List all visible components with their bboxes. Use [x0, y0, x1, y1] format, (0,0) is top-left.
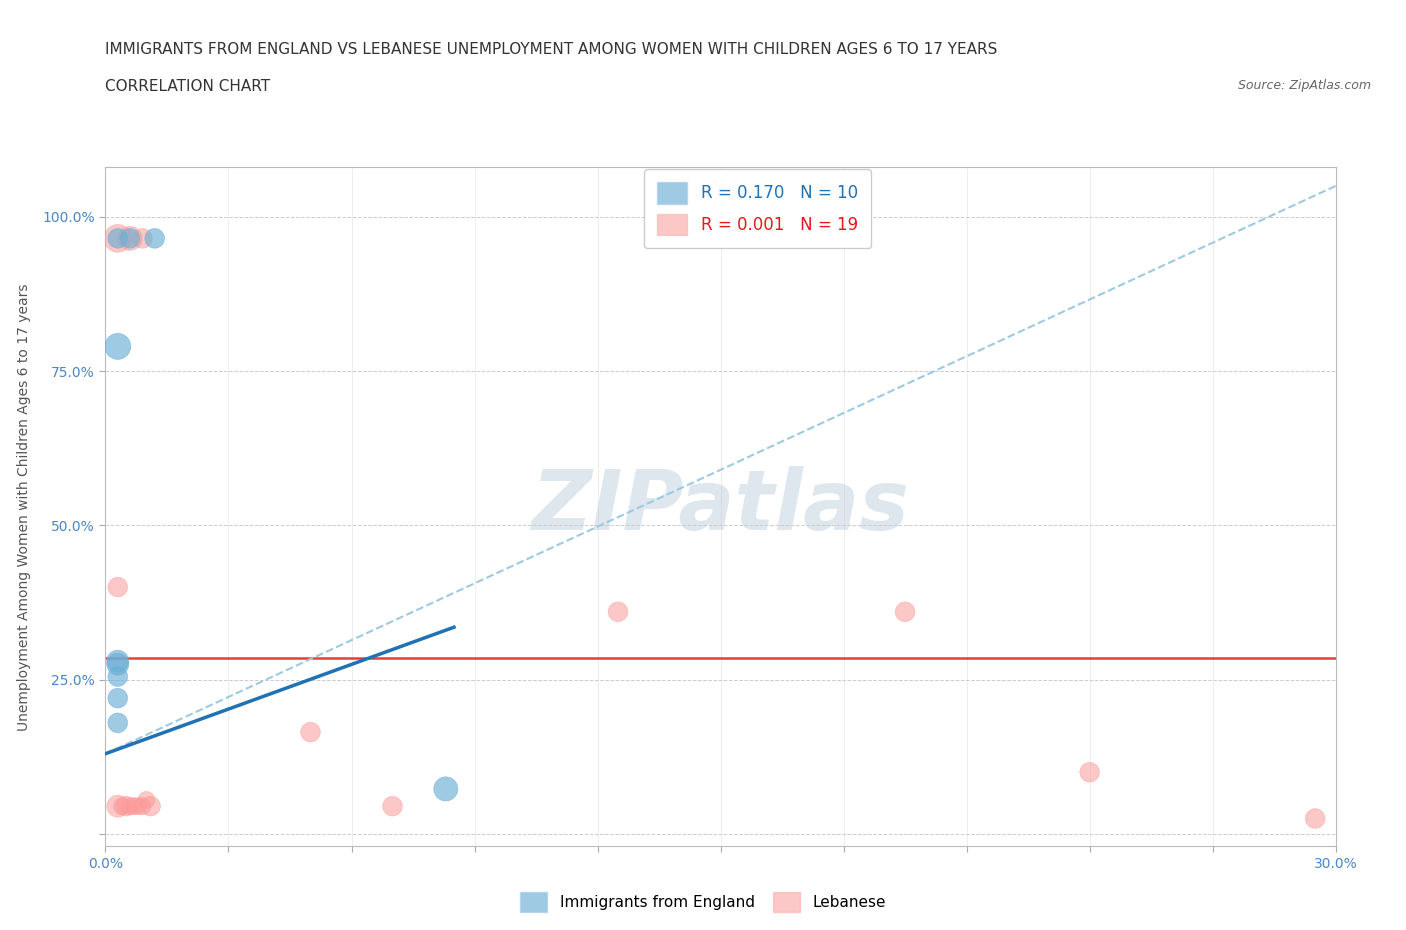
- Point: [894, 604, 917, 619]
- Legend: Immigrants from England, Lebanese: Immigrants from England, Lebanese: [513, 886, 893, 918]
- Point: [131, 231, 153, 246]
- Point: [127, 799, 149, 814]
- Point: [607, 604, 630, 619]
- Point: [131, 799, 153, 814]
- Point: [1078, 764, 1101, 779]
- Y-axis label: Unemployment Among Women with Children Ages 6 to 17 years: Unemployment Among Women with Children A…: [17, 283, 31, 731]
- Point: [120, 231, 141, 246]
- Point: [120, 231, 141, 246]
- Point: [139, 799, 162, 814]
- Text: Source: ZipAtlas.com: Source: ZipAtlas.com: [1237, 79, 1371, 92]
- Point: [107, 231, 129, 246]
- Point: [107, 654, 129, 669]
- Text: IMMIGRANTS FROM ENGLAND VS LEBANESE UNEMPLOYMENT AMONG WOMEN WITH CHILDREN AGES : IMMIGRANTS FROM ENGLAND VS LEBANESE UNEM…: [105, 42, 998, 57]
- Point: [120, 799, 141, 814]
- Text: ZIPatlas: ZIPatlas: [531, 466, 910, 548]
- Point: [107, 670, 129, 684]
- Point: [107, 715, 129, 730]
- Point: [299, 724, 322, 739]
- Text: CORRELATION CHART: CORRELATION CHART: [105, 79, 270, 94]
- Point: [143, 231, 166, 246]
- Point: [122, 799, 145, 814]
- Point: [107, 339, 129, 353]
- Point: [107, 799, 129, 814]
- Point: [111, 799, 134, 814]
- Point: [107, 657, 129, 671]
- Point: [107, 231, 129, 246]
- Point: [115, 799, 138, 814]
- Point: [107, 579, 129, 594]
- Point: [381, 799, 404, 814]
- Legend: R = 0.170   N = 10, R = 0.001   N = 19: R = 0.170 N = 10, R = 0.001 N = 19: [644, 169, 872, 248]
- Point: [107, 691, 129, 706]
- Point: [1303, 811, 1326, 826]
- Point: [135, 792, 157, 807]
- Point: [434, 781, 457, 796]
